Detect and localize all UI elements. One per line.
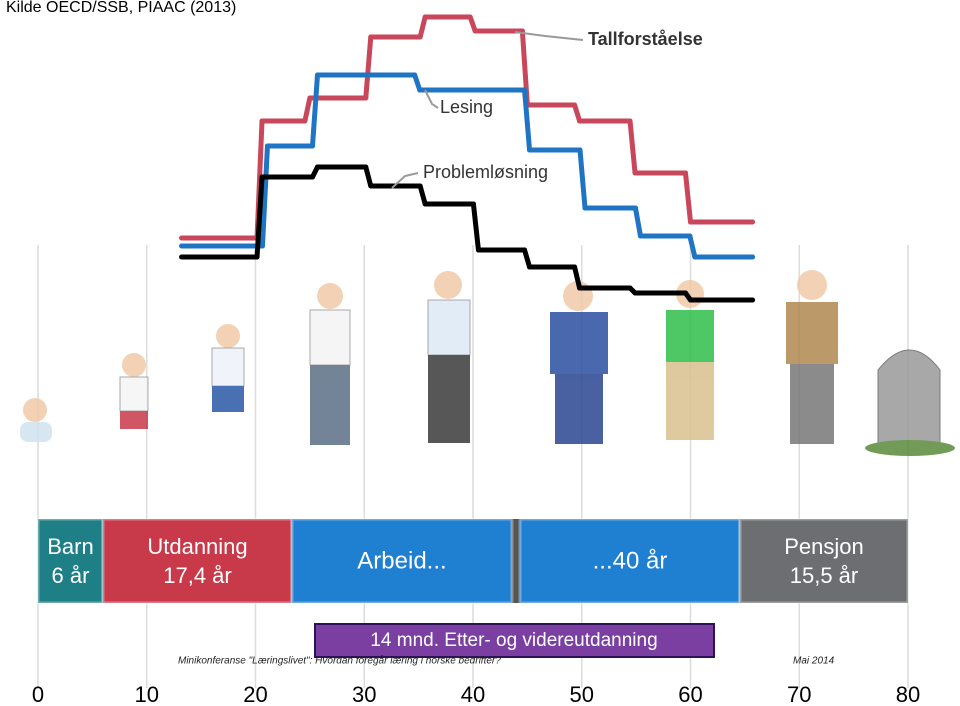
step-connector <box>417 183 428 207</box>
step-connector <box>302 95 313 124</box>
phase-label: Arbeid... <box>357 547 446 574</box>
phase-gap <box>512 519 520 603</box>
footer-right: Mai 2014 <box>793 656 835 667</box>
step-connector <box>572 102 583 124</box>
phase-label: Barn <box>47 534 93 559</box>
step-connector <box>683 170 693 225</box>
step-connector <box>627 118 638 176</box>
phase-box <box>290 517 514 605</box>
source: Kilde OECD/SSB, PIAAC (2013) <box>6 0 236 16</box>
step-end <box>749 219 755 225</box>
phase-label: Pensjon <box>784 534 864 559</box>
illustrations <box>20 270 955 456</box>
x-tick-label: 50 <box>570 682 594 706</box>
x-tick-label: 70 <box>787 682 811 706</box>
step-connector <box>632 205 643 239</box>
phase-label: ...40 år <box>593 547 668 574</box>
series-label: Lesing <box>440 97 493 117</box>
series-leaders <box>391 31 584 189</box>
phase-duration: 6 år <box>52 563 90 588</box>
step-connector <box>417 14 428 40</box>
step-connector <box>412 72 423 93</box>
phase-box <box>518 517 742 605</box>
phase-label: Utdanning <box>147 534 247 559</box>
series-label: Problemløsning <box>423 162 548 182</box>
x-tick-label: 20 <box>243 682 267 706</box>
x-tick-label: 40 <box>461 682 485 706</box>
step-connector <box>363 34 374 101</box>
step-connector <box>470 201 481 253</box>
phase-box <box>738 517 910 605</box>
series-label: Tallforståelse <box>588 29 703 49</box>
footer-left: Minikonferanse "Læringslivet": Hvordan f… <box>178 655 501 667</box>
step-end <box>749 297 755 303</box>
step-connector <box>687 233 698 260</box>
step-connector <box>309 72 320 149</box>
phase-duration: 15,5 år <box>790 563 859 588</box>
step-connector <box>254 174 265 260</box>
step-connector <box>577 147 588 211</box>
step-connector <box>522 247 533 270</box>
step-connector <box>572 264 583 291</box>
x-tick-label: 10 <box>135 682 159 706</box>
banner: 14 mnd. Etter- og videreutdanning <box>370 630 657 651</box>
x-tick-label: 80 <box>896 682 920 706</box>
phase-duration: 17,4 år <box>163 563 232 588</box>
step-end <box>749 254 755 260</box>
banner-box <box>314 623 715 658</box>
phase-box <box>36 517 105 605</box>
x-tick-label: 60 <box>678 682 702 706</box>
step-connector <box>522 87 533 153</box>
step-connector <box>363 164 374 189</box>
step-connector <box>259 143 270 249</box>
phase-box <box>101 517 294 605</box>
x-tick-label: 0 <box>32 682 44 706</box>
x-tick-label: 30 <box>352 682 376 706</box>
